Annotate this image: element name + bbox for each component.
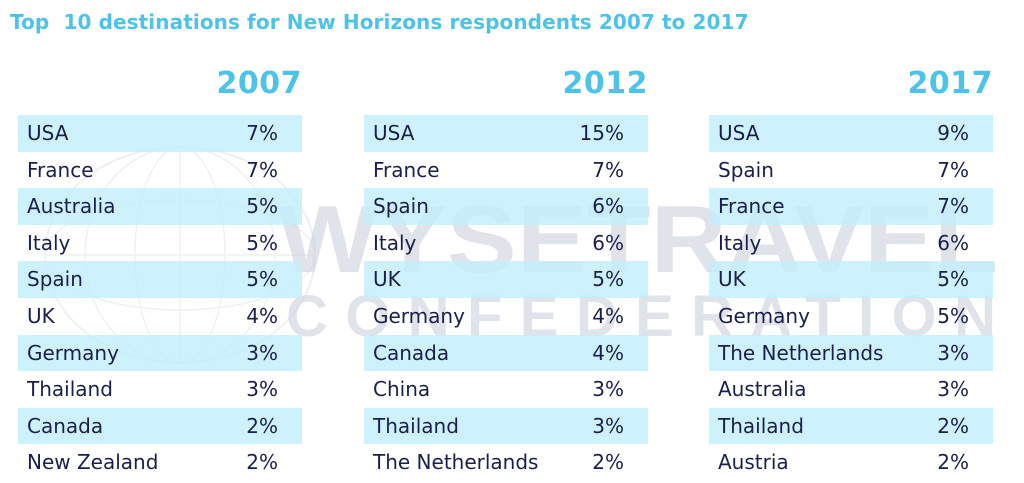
percentage-value: 7% <box>937 157 969 182</box>
table-row: France 7% <box>364 152 648 189</box>
percentage-value: 3% <box>246 340 278 365</box>
percentage-value: 6% <box>937 230 969 255</box>
rows-2017: USA 9% Spain 7% France 7% Italy 6% UK 5% Germany 5%… <box>709 115 993 481</box>
table-row: Italy 6% <box>709 225 993 262</box>
percentage-value: 3% <box>592 413 624 438</box>
table-row: Canada 2% <box>18 407 302 445</box>
percentage-value: 4% <box>246 303 278 328</box>
country-name: USA <box>718 121 760 145</box>
percentage-value: 6% <box>592 194 624 219</box>
country-name: France <box>27 157 94 182</box>
percentage-value: 2% <box>246 450 278 475</box>
country-name: UK <box>373 267 401 292</box>
percentage-value: 6% <box>592 230 624 255</box>
table-row: Germany 3% <box>18 334 302 372</box>
table-row: Italy 5% <box>18 225 302 262</box>
percentage-value: 5% <box>246 194 278 219</box>
country-name: UK <box>27 303 55 328</box>
country-name: Australia <box>718 377 807 402</box>
table-row: Australia 3% <box>709 371 993 408</box>
table-row: Austria 2% <box>709 444 993 481</box>
year-heading-2012: 2012 <box>562 66 648 101</box>
table-row: USA 15% <box>364 115 648 152</box>
percentage-value: 5% <box>937 303 969 328</box>
percentage-value: 3% <box>937 377 969 402</box>
country-name: USA <box>27 121 69 145</box>
page-title: Top 10 destinations for New Horizons res… <box>10 10 749 34</box>
percentage-value: 2% <box>246 413 278 438</box>
table-row: USA 9% <box>709 115 993 152</box>
percentage-value: 2% <box>937 450 969 475</box>
table-row: The Netherlands 3% <box>709 334 993 372</box>
country-name: Italy <box>718 230 762 255</box>
table-row: China 3% <box>364 371 648 408</box>
country-name: Germany <box>718 303 810 328</box>
table-row: Thailand 2% <box>709 407 993 445</box>
table-row: Germany 4% <box>364 298 648 335</box>
country-name: Germany <box>373 303 465 328</box>
percentage-value: 3% <box>937 340 969 365</box>
percentage-value: 7% <box>937 194 969 219</box>
percentage-value: 7% <box>592 157 624 182</box>
country-name: Thailand <box>373 413 459 438</box>
rows-2012: USA 15% France 7% Spain 6% Italy 6% UK 5% Germany 4… <box>364 115 648 481</box>
percentage-value: 7% <box>246 157 278 182</box>
country-name: Thailand <box>718 413 804 438</box>
table-row: Italy 6% <box>364 225 648 262</box>
table-row: The Netherlands 2% <box>364 444 648 481</box>
country-name: Italy <box>27 230 71 255</box>
table-row: Spain 7% <box>709 152 993 189</box>
country-name: Canada <box>27 413 104 438</box>
table-row: France 7% <box>709 188 993 225</box>
percentage-value: 5% <box>937 267 969 292</box>
percentage-value: 2% <box>937 413 969 438</box>
country-name: Italy <box>373 230 417 255</box>
country-name: Australia <box>27 194 116 219</box>
country-name: Canada <box>373 340 450 365</box>
country-name: France <box>718 194 785 219</box>
country-name: China <box>373 377 431 402</box>
percentage-value: 4% <box>592 340 624 365</box>
country-name: New Zealand <box>27 450 159 475</box>
percentage-value: 3% <box>592 377 624 402</box>
country-name: The Netherlands <box>718 340 884 365</box>
table-row: UK 4% <box>18 298 302 335</box>
table-row: UK 5% <box>364 261 648 298</box>
percentage-value: 9% <box>937 121 969 145</box>
rows-2007: USA 7% France 7% Australia 5% Italy 5% Spain 5% UK… <box>18 115 302 481</box>
percentage-value: 2% <box>592 450 624 475</box>
table-row: New Zealand 2% <box>18 444 302 481</box>
percentage-value: 3% <box>246 377 278 402</box>
percentage-value: 5% <box>246 230 278 255</box>
country-name: Spain <box>373 194 429 219</box>
year-heading-2017: 2017 <box>907 66 993 101</box>
table-row: France 7% <box>18 152 302 189</box>
country-name: Thailand <box>27 377 113 402</box>
table-row: Germany 5% <box>709 298 993 335</box>
country-name: Austria <box>718 450 789 475</box>
percentage-value: 15% <box>579 121 624 145</box>
percentage-value: 5% <box>246 267 278 292</box>
percentage-value: 4% <box>592 303 624 328</box>
percentage-value: 7% <box>246 121 278 145</box>
country-name: Spain <box>27 267 83 292</box>
table-row: USA 7% <box>18 115 302 152</box>
country-name: The Netherlands <box>373 450 539 475</box>
table-row: Canada 4% <box>364 334 648 372</box>
year-heading-2007: 2007 <box>216 66 302 101</box>
country-name: UK <box>718 267 746 292</box>
country-name: Spain <box>718 157 774 182</box>
country-name: USA <box>373 121 415 145</box>
percentage-value: 5% <box>592 267 624 292</box>
table-row: UK 5% <box>709 261 993 298</box>
table-row: Australia 5% <box>18 188 302 225</box>
table-row: Spain 5% <box>18 261 302 298</box>
table-row: Thailand 3% <box>18 371 302 408</box>
table-row: Spain 6% <box>364 188 648 225</box>
table-row: Thailand 3% <box>364 407 648 445</box>
country-name: France <box>373 157 440 182</box>
country-name: Germany <box>27 340 119 365</box>
